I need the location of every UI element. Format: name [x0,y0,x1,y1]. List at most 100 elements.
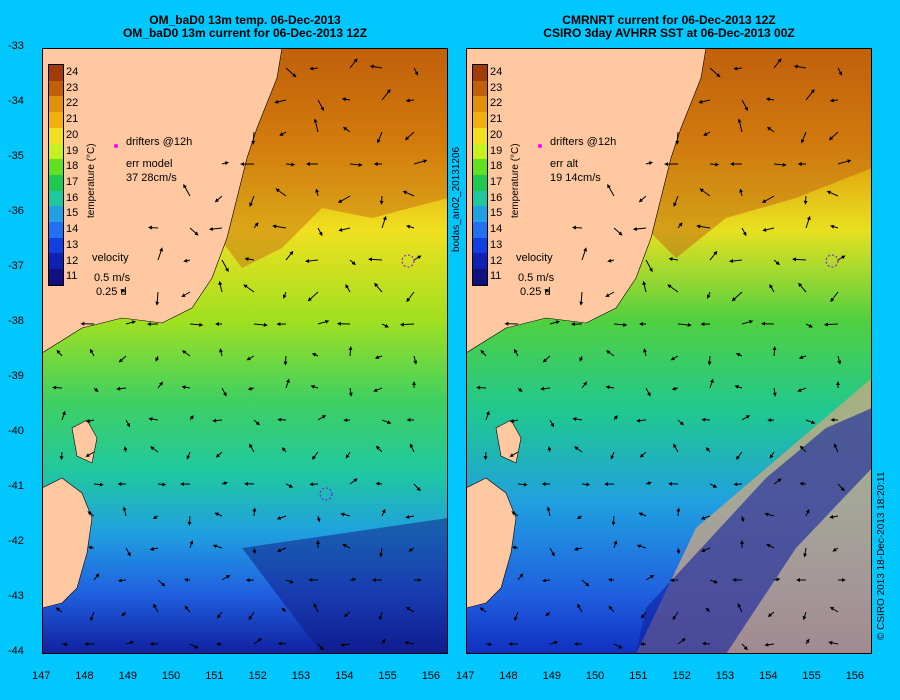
velocity-arrow [221,481,228,486]
drifter-marker [114,144,118,148]
velocity-arrow [832,547,839,552]
velocity-arrow [764,642,775,647]
velocity-arrow [798,282,807,293]
velocity-arrow [793,64,807,69]
velocity-arrow [709,250,718,261]
colorbar-tick-label: 22 [66,97,79,110]
velocity-arrow [765,97,775,102]
velocity-arrow [218,280,223,293]
velocity-arrow [636,418,647,423]
velocity-arrow [517,573,524,581]
warm-eddy-region [212,58,448,268]
velocity-arrow [148,225,159,230]
velocity-arrow [405,606,415,613]
velocity-arrow [117,578,127,583]
velocity-arrow [189,227,199,236]
x-tick-label: 147 [456,670,475,682]
colorbar-swatch [49,96,63,113]
right-colorbar-label: temperature (°C) [510,143,521,218]
left-map [42,48,448,654]
velocity-arrow [381,89,391,101]
x-tick-label: 155 [378,670,397,682]
cold-water [636,408,872,654]
velocity-arrow [772,346,777,357]
colorbar-tick-label: 23 [490,81,503,94]
y-tick-label: -37 [8,260,24,272]
velocity-arrow [607,258,615,263]
velocity-arrow [705,447,711,453]
velocity-arrow [248,611,255,621]
x-tick-label: 151 [629,670,648,682]
velocity-arrow [638,195,647,203]
colorbar-tick-label: 16 [66,191,79,204]
velocity-arrow [645,259,653,273]
velocity-arrow [577,603,583,613]
velocity-arrow [349,478,358,485]
velocity-arrow [349,577,357,582]
velocity-arrow [676,507,681,517]
right-err-value: 19 14cm/s [550,172,601,184]
velocity-arrow [252,547,257,555]
velocity-arrow [340,512,351,517]
velocity-arrow [645,574,655,581]
velocity-arrow [509,419,519,423]
velocity-arrow [613,643,623,649]
velocity-arrow [513,611,519,622]
velocity-arrow [735,353,743,357]
colorbar-swatch [473,190,487,207]
flinders-island [495,419,522,464]
velocity-arrow [829,606,839,613]
velocity-arrow [549,640,559,645]
velocity-arrow [87,545,95,550]
x-tick-label: 153 [291,670,311,682]
velocity-arrow [381,323,389,328]
velocity-arrow [285,483,294,488]
drifter-track [401,254,415,268]
left-velocity-label: velocity [92,252,129,264]
velocity-arrow [479,607,487,613]
velocity-arrow [184,605,191,613]
drifter-track [825,254,839,268]
x-tick-label: 150 [161,670,181,682]
velocity-arrow [632,226,647,231]
velocity-arrow [703,131,711,136]
colorbar-swatch [49,222,63,238]
velocity-arrow [485,410,490,421]
velocity-arrow [675,131,680,145]
velocity-arrow [349,58,358,69]
velocity-arrow [123,446,128,453]
colorbar-tick-label: 12 [66,254,79,267]
y-tick-label: -35 [8,150,24,162]
colorbar-swatch [49,112,63,128]
velocity-arrow [677,222,683,229]
velocity-arrow [645,161,654,166]
left-colorbar-ticks: 24 23 22 21 20 19 18 17 16 15 14 13 12 11 [66,64,86,284]
left-velocity-time: 0.25 d [96,286,127,298]
velocity-arrow [540,386,551,391]
flinders-island [71,419,98,464]
velocity-arrow [251,131,256,145]
velocity-arrow [640,611,647,619]
velocity-arrow [670,355,679,361]
velocity-arrow [741,643,748,651]
velocity-arrow [381,215,387,229]
velocity-arrow [282,291,287,299]
velocity-arrow [120,289,127,293]
velocity-arrow [517,387,523,393]
x-tick-label: 149 [118,670,137,682]
velocity-arrow [315,188,320,197]
velocity-arrow [55,607,63,613]
colorbar-swatch [473,127,487,144]
velocity-arrow [305,258,319,263]
y-tick-label: -34 [8,95,24,107]
velocity-arrow [547,446,552,453]
velocity-arrow [837,159,852,165]
velocity-arrow [643,348,648,357]
velocity-arrow [667,284,679,293]
velocity-arrow [698,99,711,104]
velocity-arrow [316,515,321,523]
velocity-arrow [208,226,223,231]
velocity-arrow [317,415,327,421]
velocity-arrow [253,419,260,426]
left-title-line1: OM_baD0 13m temp. 06-Dec-2013 [149,13,341,27]
